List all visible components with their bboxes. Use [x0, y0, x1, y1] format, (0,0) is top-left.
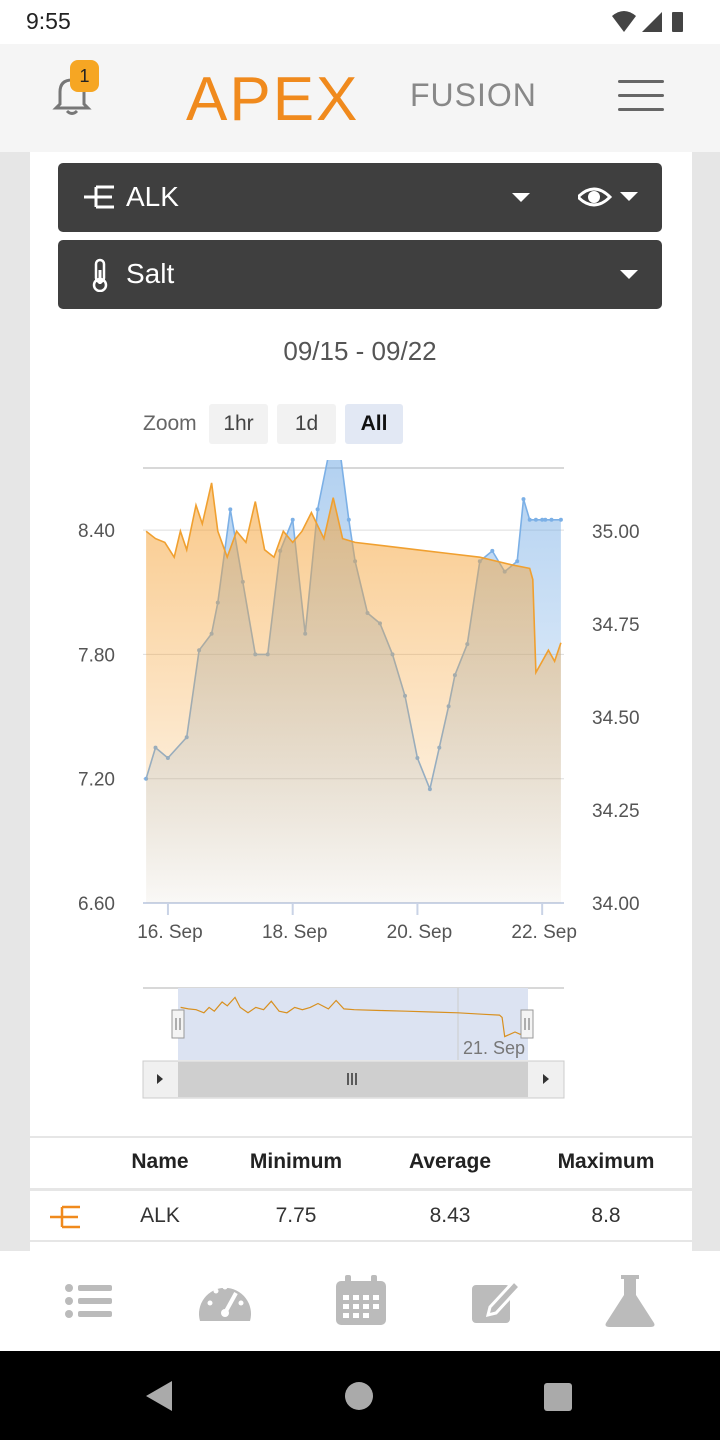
- chevron-down-icon[interactable]: [620, 270, 638, 279]
- data-point-alk: [228, 507, 233, 512]
- app-header: [0, 44, 720, 152]
- data-point-alk: [549, 517, 554, 522]
- logo-main: APEX: [186, 68, 359, 124]
- visibility-eye-icon[interactable]: [578, 177, 662, 217]
- y-right-tick-label: 34.00: [592, 894, 640, 915]
- x-tick-label: 16. Sep: [137, 922, 203, 943]
- android-nav-bar: [0, 1351, 720, 1440]
- data-point-alk: [543, 517, 548, 522]
- alk-probe-icon: [50, 1205, 80, 1229]
- list-icon[interactable]: [64, 1283, 114, 1319]
- data-point-alk: [346, 517, 351, 522]
- battery-icon: [672, 12, 683, 32]
- data-point-alk: [533, 517, 538, 522]
- series-line-salt: [145, 482, 562, 676]
- dashboard-icon[interactable]: [196, 1275, 254, 1325]
- navigator-right-handle[interactable]: [520, 1009, 534, 1039]
- secondary-probe-label: Salt: [126, 258, 175, 289]
- data-point-alk: [290, 517, 295, 522]
- chart-navigator[interactable]: 21. Sep: [0, 980, 720, 1105]
- row-average: 8.43: [429, 1204, 471, 1227]
- data-point-alk: [515, 559, 520, 564]
- data-point-alk: [558, 517, 563, 522]
- zoom-1hr-button[interactable]: 1hr: [209, 404, 268, 444]
- y-left-tick-label: 6.60: [78, 894, 115, 915]
- y-left-tick-label: 7.20: [78, 770, 115, 791]
- navigator-scrollbar-thumb[interactable]: [178, 1062, 528, 1097]
- data-point-alk: [490, 548, 495, 553]
- logo-sub: FUSION: [410, 77, 537, 113]
- zoom-all-button[interactable]: All: [345, 404, 403, 444]
- alk-probe-icon: [84, 185, 114, 209]
- data-point-alk: [315, 507, 320, 512]
- chevron-down-icon[interactable]: [512, 193, 530, 202]
- y-left-tick-label: 7.80: [78, 645, 115, 666]
- calendar-icon[interactable]: [334, 1275, 388, 1327]
- notification-badge: 1: [70, 60, 99, 92]
- table-header-average: Average: [408, 1150, 492, 1173]
- table-header-minimum: Minimum: [249, 1150, 343, 1173]
- y-right-tick-label: 34.25: [592, 801, 640, 822]
- data-point-alk: [540, 517, 545, 522]
- row-maximum: 8.8: [591, 1204, 621, 1227]
- y-left-tick-label: 8.40: [78, 521, 115, 542]
- scroll-right-arrow-icon[interactable]: [543, 1074, 549, 1084]
- primary-probe-dropdown[interactable]: ALK: [58, 163, 662, 232]
- bottom-nav: [0, 1251, 720, 1351]
- row-minimum: 7.75: [275, 1204, 317, 1227]
- x-tick-label: 22. Sep: [511, 922, 577, 943]
- navigator-series-line: [180, 996, 526, 1038]
- data-point-alk: [527, 517, 532, 522]
- y-right-tick-label: 35.00: [592, 522, 640, 543]
- table-header-maximum: Maximum: [557, 1150, 655, 1173]
- status-time: 9:55: [26, 8, 71, 34]
- zoom-1d-button[interactable]: 1d: [277, 404, 336, 444]
- apex-fusion-logo[interactable]: APEX FUSION: [186, 68, 546, 124]
- thermometer-icon: [92, 258, 108, 292]
- x-tick-label: 20. Sep: [387, 922, 453, 943]
- recents-icon[interactable]: [543, 1382, 573, 1412]
- zoom-label: Zoom: [143, 412, 197, 435]
- table-header-name: Name: [131, 1150, 189, 1173]
- status-icons: [610, 10, 694, 41]
- edit-icon[interactable]: [470, 1277, 522, 1325]
- menu-hamburger-icon[interactable]: [618, 80, 664, 116]
- series-area-salt: [146, 482, 561, 903]
- home-icon[interactable]: [344, 1381, 374, 1411]
- primary-probe-label: ALK: [126, 181, 179, 212]
- table-row[interactable]: ALK 7.75 8.43 8.8: [30, 1192, 692, 1240]
- row-name: ALK: [140, 1204, 180, 1227]
- navigator-left-handle[interactable]: [171, 1009, 185, 1039]
- data-point-alk: [521, 497, 526, 502]
- wifi-icon: [612, 11, 636, 32]
- y-right-tick-label: 34.75: [592, 615, 640, 636]
- scroll-left-arrow-icon[interactable]: [157, 1074, 163, 1084]
- secondary-probe-dropdown[interactable]: Salt: [58, 240, 662, 309]
- back-icon[interactable]: [144, 1379, 174, 1413]
- signal-icon: [642, 12, 662, 32]
- y-right-tick-label: 34.50: [592, 708, 640, 729]
- flask-icon[interactable]: [604, 1273, 656, 1329]
- date-range-title: 09/15 - 09/22: [283, 336, 437, 366]
- status-bar: 9:55: [0, 0, 720, 44]
- navigator-tick-label: 21. Sep: [463, 1038, 525, 1058]
- x-tick-label: 18. Sep: [262, 922, 328, 943]
- history-chart[interactable]: 8.40 7.80 7.20 6.60 35.00 34.75 34.50 34.25 34.0…: [0, 460, 720, 960]
